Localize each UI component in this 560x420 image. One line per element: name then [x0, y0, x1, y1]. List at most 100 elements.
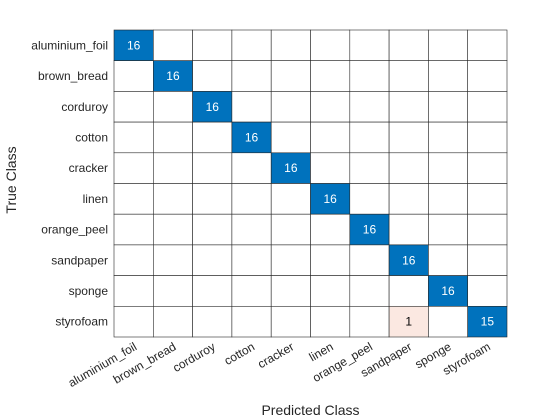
matrix-cell	[467, 213, 508, 246]
matrix-cell	[388, 213, 429, 246]
matrix-cell	[310, 29, 351, 62]
matrix-cell	[153, 91, 193, 123]
matrix-cell	[153, 121, 193, 154]
matrix-cell	[428, 29, 468, 62]
matrix-cell	[349, 91, 390, 123]
matrix-cell	[310, 152, 351, 184]
matrix-cell	[192, 121, 233, 154]
matrix-cell	[192, 275, 233, 307]
matrix-cell	[231, 244, 272, 276]
matrix-cell	[388, 121, 429, 154]
matrix-cell	[388, 275, 429, 307]
matrix-cell	[270, 60, 311, 92]
matrix-cell	[231, 183, 272, 215]
matrix-cell	[153, 213, 193, 246]
y-tick-label: cotton	[75, 130, 108, 144]
matrix-cell	[428, 91, 468, 123]
matrix-cell	[192, 244, 233, 276]
y-tick-label: sponge	[69, 284, 109, 298]
matrix-cell	[467, 91, 508, 123]
y-tick-label: orange_peel	[41, 223, 108, 237]
matrix-cell	[192, 29, 233, 62]
matrix-cell	[113, 121, 154, 154]
cell-value-label: 16	[284, 161, 298, 175]
matrix-cell	[349, 121, 390, 154]
matrix-cell	[113, 60, 154, 92]
matrix-cell	[467, 183, 508, 215]
matrix-cell	[153, 305, 193, 338]
matrix-cell	[428, 121, 468, 154]
matrix-cell	[428, 305, 468, 338]
matrix-cell	[388, 183, 429, 215]
y-tick-label: sandpaper	[51, 253, 108, 267]
matrix-cell	[310, 183, 351, 215]
matrix-cell	[270, 183, 311, 215]
matrix-cell	[388, 91, 429, 123]
cell-value-label: 16	[206, 100, 220, 114]
matrix-cell	[231, 91, 272, 123]
x-tick-label: corduroy	[170, 339, 217, 374]
x-axis-label: Predicted Class	[261, 402, 359, 418]
y-tick-label: corduroy	[61, 100, 108, 114]
matrix-cell	[428, 152, 468, 184]
matrix-cell	[310, 213, 351, 246]
matrix-cell	[113, 152, 154, 184]
matrix-cell	[153, 275, 193, 307]
matrix-cell	[467, 152, 508, 184]
matrix-cell	[467, 121, 508, 154]
matrix-cell	[467, 305, 508, 338]
y-axis-label: True Class	[3, 146, 19, 213]
cell-value-label: 16	[402, 253, 416, 267]
matrix-cell	[428, 60, 468, 92]
matrix-cell	[192, 60, 233, 92]
matrix-cell	[270, 213, 311, 246]
matrix-cell	[192, 91, 233, 123]
cell-value-label: 16	[245, 130, 259, 144]
matrix-cell	[349, 275, 390, 307]
matrix-cell	[153, 152, 193, 184]
matrix-cell	[388, 60, 429, 92]
matrix-cell	[349, 183, 390, 215]
x-tick-label: cracker	[255, 339, 296, 371]
matrix-cell	[113, 213, 154, 246]
matrix-cell	[349, 29, 390, 62]
matrix-cell	[153, 244, 193, 276]
y-tick-label: styrofoam	[55, 315, 108, 329]
matrix-cell	[113, 29, 154, 62]
matrix-cell	[349, 305, 390, 338]
matrix-cell	[231, 275, 272, 307]
matrix-cell	[467, 29, 508, 62]
cell-value-label: 16	[127, 38, 141, 52]
cell-value-label: 16	[363, 223, 377, 237]
matrix-cell	[231, 60, 272, 92]
matrix-cell	[349, 152, 390, 184]
matrix-cell	[153, 183, 193, 215]
matrix-cell	[192, 213, 233, 246]
matrix-cell	[113, 91, 154, 123]
matrix-cell	[231, 305, 272, 338]
matrix-cell	[349, 60, 390, 92]
matrix-cell	[192, 305, 233, 338]
y-tick-labels: aluminium_foil brown_bread corduroy cotton c…	[31, 38, 108, 328]
y-tick-label: linen	[83, 192, 108, 206]
matrix-cell	[153, 60, 193, 92]
matrix-cell	[192, 183, 233, 215]
matrix-cell	[231, 213, 272, 246]
matrix-cell	[428, 183, 468, 215]
matrix-cell	[270, 29, 311, 62]
matrix-cell	[270, 244, 311, 276]
y-tick-label: cracker	[69, 161, 108, 175]
cell-value-label: 15	[481, 315, 495, 329]
matrix-cell	[388, 244, 429, 276]
matrix-cell	[310, 121, 351, 154]
matrix-cell	[310, 275, 351, 307]
matrix-cell	[192, 152, 233, 184]
cell-value-label: 16	[166, 69, 180, 83]
matrix-cell	[113, 183, 154, 215]
cell-value-label: 16	[441, 284, 455, 298]
matrix-cell	[467, 60, 508, 92]
matrix-cell	[113, 275, 154, 307]
matrix-cell	[467, 244, 508, 276]
matrix-cell	[270, 91, 311, 123]
